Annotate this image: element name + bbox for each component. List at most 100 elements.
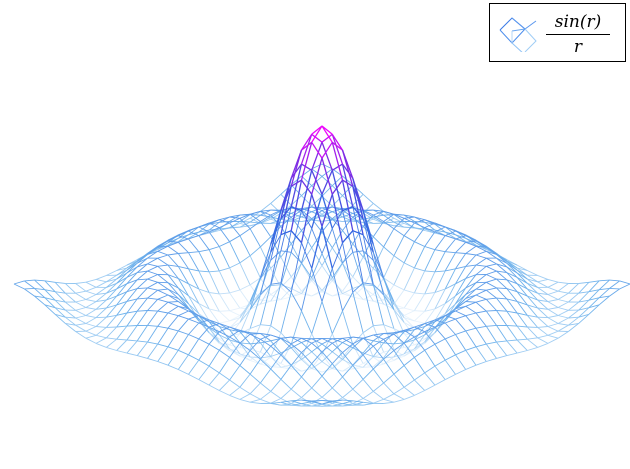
mesh-line bbox=[362, 368, 374, 380]
mesh-line bbox=[465, 330, 477, 348]
mesh-line bbox=[290, 365, 302, 378]
mesh-line bbox=[147, 326, 159, 343]
mesh-line bbox=[342, 343, 354, 353]
mesh-line bbox=[116, 272, 128, 284]
mesh-line bbox=[270, 354, 282, 370]
mesh-line bbox=[527, 274, 538, 283]
mesh-line bbox=[455, 234, 466, 242]
mesh-line bbox=[496, 254, 508, 264]
mesh-line bbox=[578, 291, 589, 294]
mesh-line bbox=[301, 337, 312, 344]
fraction-bar bbox=[546, 34, 610, 35]
mesh-line bbox=[331, 175, 343, 187]
mesh-line bbox=[465, 315, 477, 329]
mesh-line bbox=[424, 231, 436, 247]
mesh-line bbox=[506, 266, 518, 274]
mesh-line bbox=[239, 217, 251, 230]
mesh-line bbox=[455, 252, 466, 254]
mesh-line bbox=[342, 403, 353, 406]
mesh-line bbox=[136, 325, 148, 342]
mesh-line bbox=[342, 213, 354, 220]
mesh-line bbox=[383, 358, 395, 375]
mesh-line bbox=[414, 390, 425, 396]
mesh-line bbox=[188, 235, 199, 240]
mesh-line bbox=[526, 304, 538, 318]
mesh-line bbox=[167, 350, 179, 366]
mesh-line bbox=[311, 375, 323, 389]
mesh-line bbox=[260, 338, 271, 347]
mesh-line bbox=[506, 262, 518, 274]
mesh-line bbox=[157, 346, 169, 362]
mesh-line bbox=[496, 341, 508, 356]
mesh-line bbox=[496, 310, 507, 312]
mesh-line bbox=[116, 264, 128, 271]
mesh-line bbox=[321, 351, 333, 362]
mesh-line bbox=[136, 270, 148, 281]
mesh-line bbox=[178, 305, 189, 312]
mesh-line bbox=[403, 394, 415, 400]
mesh-line bbox=[301, 268, 313, 312]
mesh-line bbox=[352, 388, 364, 399]
mesh-line bbox=[506, 339, 518, 342]
mesh-line bbox=[341, 149, 354, 187]
mesh-line bbox=[178, 287, 189, 297]
mesh-line bbox=[362, 250, 374, 286]
mesh-line bbox=[362, 256, 374, 269]
mesh-line bbox=[516, 283, 528, 290]
mesh-line bbox=[249, 214, 261, 223]
mesh-line bbox=[331, 342, 343, 353]
mesh-line bbox=[178, 278, 189, 285]
mesh-line bbox=[414, 379, 426, 391]
mesh-line bbox=[434, 270, 446, 273]
mesh-line bbox=[363, 284, 374, 287]
mesh-line bbox=[465, 350, 477, 366]
mesh-line bbox=[424, 227, 436, 233]
mesh-line bbox=[44, 289, 56, 293]
mesh-line bbox=[475, 281, 487, 290]
mesh-line bbox=[218, 326, 230, 341]
mesh-line bbox=[403, 386, 415, 396]
mesh-line bbox=[208, 384, 220, 391]
mesh-line bbox=[475, 343, 487, 348]
mesh-line bbox=[34, 279, 45, 282]
mesh-line bbox=[393, 307, 405, 310]
mesh-line bbox=[311, 387, 323, 398]
mesh-line bbox=[568, 309, 579, 319]
mesh-line bbox=[167, 241, 179, 247]
mesh-line bbox=[270, 218, 282, 261]
mesh-line bbox=[116, 301, 128, 316]
mesh-line bbox=[55, 291, 66, 294]
mesh-line bbox=[475, 264, 487, 267]
mesh-line bbox=[342, 347, 354, 360]
mesh-line bbox=[136, 297, 148, 312]
mesh-line bbox=[147, 357, 158, 362]
mesh-line bbox=[568, 323, 579, 332]
mesh-line bbox=[331, 363, 343, 378]
mesh-line bbox=[434, 318, 446, 333]
mesh-line bbox=[445, 251, 456, 254]
mesh-line bbox=[208, 323, 220, 328]
mesh-line bbox=[445, 334, 456, 340]
mesh-line bbox=[403, 267, 415, 291]
mesh-line bbox=[280, 400, 292, 403]
mesh-line bbox=[342, 263, 354, 278]
mesh-line bbox=[54, 313, 66, 324]
mesh-line bbox=[331, 163, 343, 171]
mesh-line bbox=[290, 149, 303, 187]
mesh-line bbox=[301, 342, 313, 353]
mesh-line bbox=[373, 340, 384, 344]
mesh-line bbox=[96, 326, 107, 328]
mesh-line bbox=[383, 338, 395, 351]
mesh-line bbox=[249, 277, 261, 310]
mesh-line bbox=[137, 270, 148, 274]
mesh-line bbox=[321, 399, 333, 402]
mesh-line bbox=[475, 245, 487, 248]
mesh-line bbox=[393, 217, 405, 224]
mesh-line bbox=[178, 310, 189, 317]
mesh-line bbox=[208, 227, 220, 233]
mesh-line bbox=[311, 125, 323, 143]
mesh-line bbox=[64, 283, 76, 294]
mesh-line bbox=[198, 303, 210, 321]
mesh-line bbox=[414, 267, 425, 272]
